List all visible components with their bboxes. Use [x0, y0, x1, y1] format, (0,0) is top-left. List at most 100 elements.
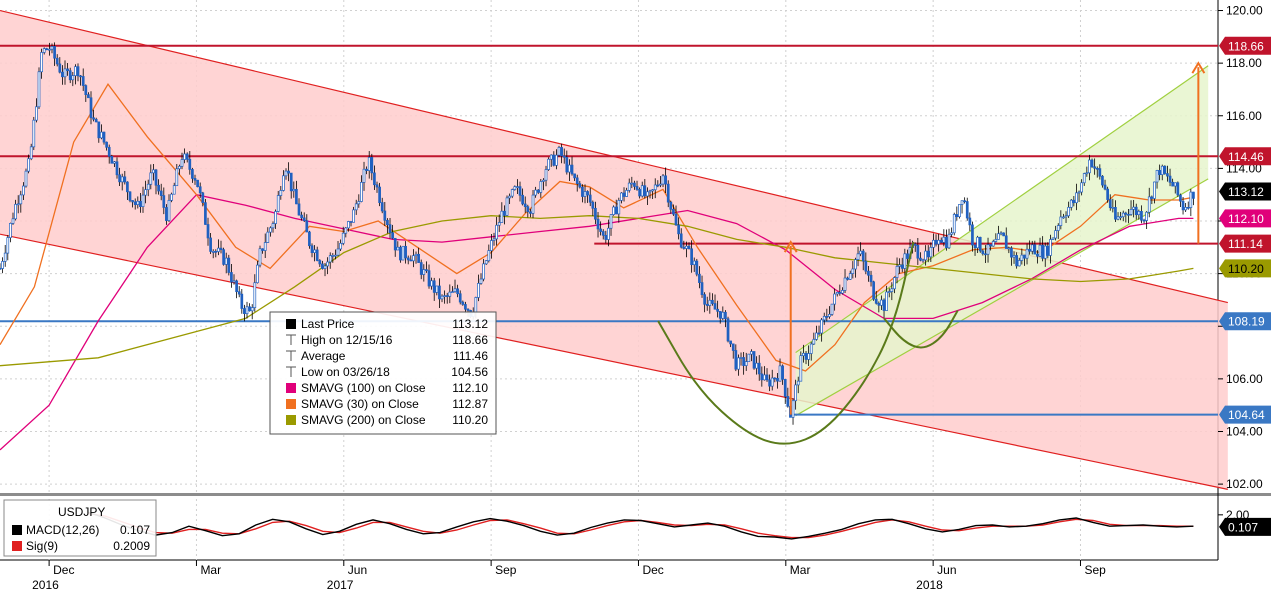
- candle-body: [924, 250, 927, 261]
- down-channel-fill: [0, 10, 1228, 490]
- candle-body: [700, 282, 704, 295]
- candle-body: [763, 374, 766, 381]
- horizontal-levels: [0, 44, 1218, 416]
- candle-body: [487, 250, 491, 262]
- candle-body: [55, 57, 59, 65]
- candle-body: [516, 186, 519, 188]
- candle-body: [804, 352, 808, 360]
- candle-body: [393, 237, 397, 251]
- candle-body: [1041, 244, 1044, 259]
- candle-body: [482, 263, 485, 280]
- candle-body: [302, 217, 306, 222]
- legend-entry-label: High on 12/15/16: [301, 333, 393, 347]
- candle-body: [916, 244, 920, 259]
- candle-body: [544, 169, 548, 181]
- candle-body: [349, 221, 353, 223]
- candle-body: [565, 156, 569, 173]
- candle-body: [1069, 199, 1073, 208]
- macd-legend-value: 0.107: [120, 523, 150, 537]
- candles: [0, 42, 1195, 425]
- candle-body: [170, 193, 173, 201]
- candle-body: [419, 262, 423, 275]
- candle-body: [427, 270, 431, 287]
- price-tags: 118.66 114.46 111.14 108.19 104.64 113.12 112.…: [1219, 36, 1271, 424]
- candle-body: [1106, 188, 1109, 200]
- candle-body: [198, 186, 202, 194]
- candle-body: [843, 277, 847, 291]
- macd-legend-label: MACD(12,26): [26, 523, 99, 537]
- candle-body: [289, 172, 293, 192]
- candle-body: [627, 182, 631, 191]
- candle-body: [362, 168, 366, 183]
- candle-body: [105, 141, 108, 148]
- candle-body: [1015, 255, 1018, 267]
- candle-body: [1160, 165, 1164, 175]
- candle-body: [123, 176, 127, 183]
- legend-swatch: [286, 399, 296, 409]
- candle-body: [172, 185, 176, 195]
- candle-body: [950, 232, 953, 235]
- time-tick-label: Jun: [937, 563, 956, 577]
- candle-body: [739, 357, 743, 359]
- candle-body: [1179, 194, 1182, 202]
- candle-body: [518, 186, 522, 196]
- macd-legend-label: Sig(9): [26, 539, 58, 553]
- price-tick-label: 118.00: [1226, 56, 1262, 70]
- candle-body: [323, 265, 327, 269]
- candle-body: [1056, 225, 1060, 231]
- candle-body: [622, 192, 626, 197]
- candle-body: [269, 227, 272, 233]
- candle-body: [191, 169, 194, 179]
- candle-body: [1098, 168, 1102, 177]
- candle-body: [919, 257, 922, 261]
- macd-title: USDJPY: [58, 505, 105, 519]
- candle-body: [958, 204, 961, 218]
- target-arrow-head: [1191, 61, 1206, 74]
- candle-body: [609, 214, 613, 229]
- candle-body: [607, 227, 610, 240]
- candle-body: [1025, 248, 1029, 259]
- candle-body: [617, 200, 621, 215]
- candle-body: [955, 214, 959, 218]
- candle-body: [692, 260, 696, 266]
- candle-body: [724, 311, 727, 320]
- candle-body: [820, 319, 823, 334]
- candle-body: [146, 183, 150, 191]
- candle-body: [1010, 247, 1013, 258]
- candle-body: [620, 192, 623, 201]
- candle-body: [718, 311, 722, 319]
- candle-body: [783, 379, 787, 397]
- candle-body: [193, 178, 197, 181]
- candle-body: [503, 210, 506, 216]
- candle-body: [734, 350, 738, 370]
- candle-body: [679, 233, 683, 248]
- level-tag-label: 104.64: [1228, 408, 1265, 422]
- candle-body: [250, 307, 254, 312]
- candle-body: [562, 155, 566, 158]
- candle-body: [1173, 182, 1177, 187]
- candle-body: [523, 203, 527, 208]
- candle-body: [492, 238, 496, 241]
- time-tick-label: Dec: [53, 563, 74, 577]
- candle-body: [45, 48, 49, 51]
- legend-entry-label: SMAVG (100) on Close: [301, 381, 426, 395]
- candle-body: [87, 94, 90, 99]
- candle-body: [1075, 192, 1078, 204]
- candle-body: [939, 239, 943, 243]
- up-channel-upper: [795, 65, 1209, 354]
- candle-body: [430, 280, 433, 287]
- candle-body: [942, 236, 946, 243]
- time-year-label: 2016: [32, 578, 59, 592]
- candle-body: [978, 236, 982, 252]
- level-tag-label: 111.14: [1228, 237, 1263, 251]
- price-tag-bg: [1219, 209, 1271, 228]
- candle-body: [479, 278, 483, 284]
- candle-body: [531, 194, 535, 214]
- candle-body: [1153, 181, 1156, 199]
- candle-body: [773, 377, 777, 380]
- candle-body: [440, 295, 444, 300]
- candle-body: [279, 190, 283, 196]
- candle-body: [674, 213, 678, 226]
- candle-body: [178, 165, 181, 170]
